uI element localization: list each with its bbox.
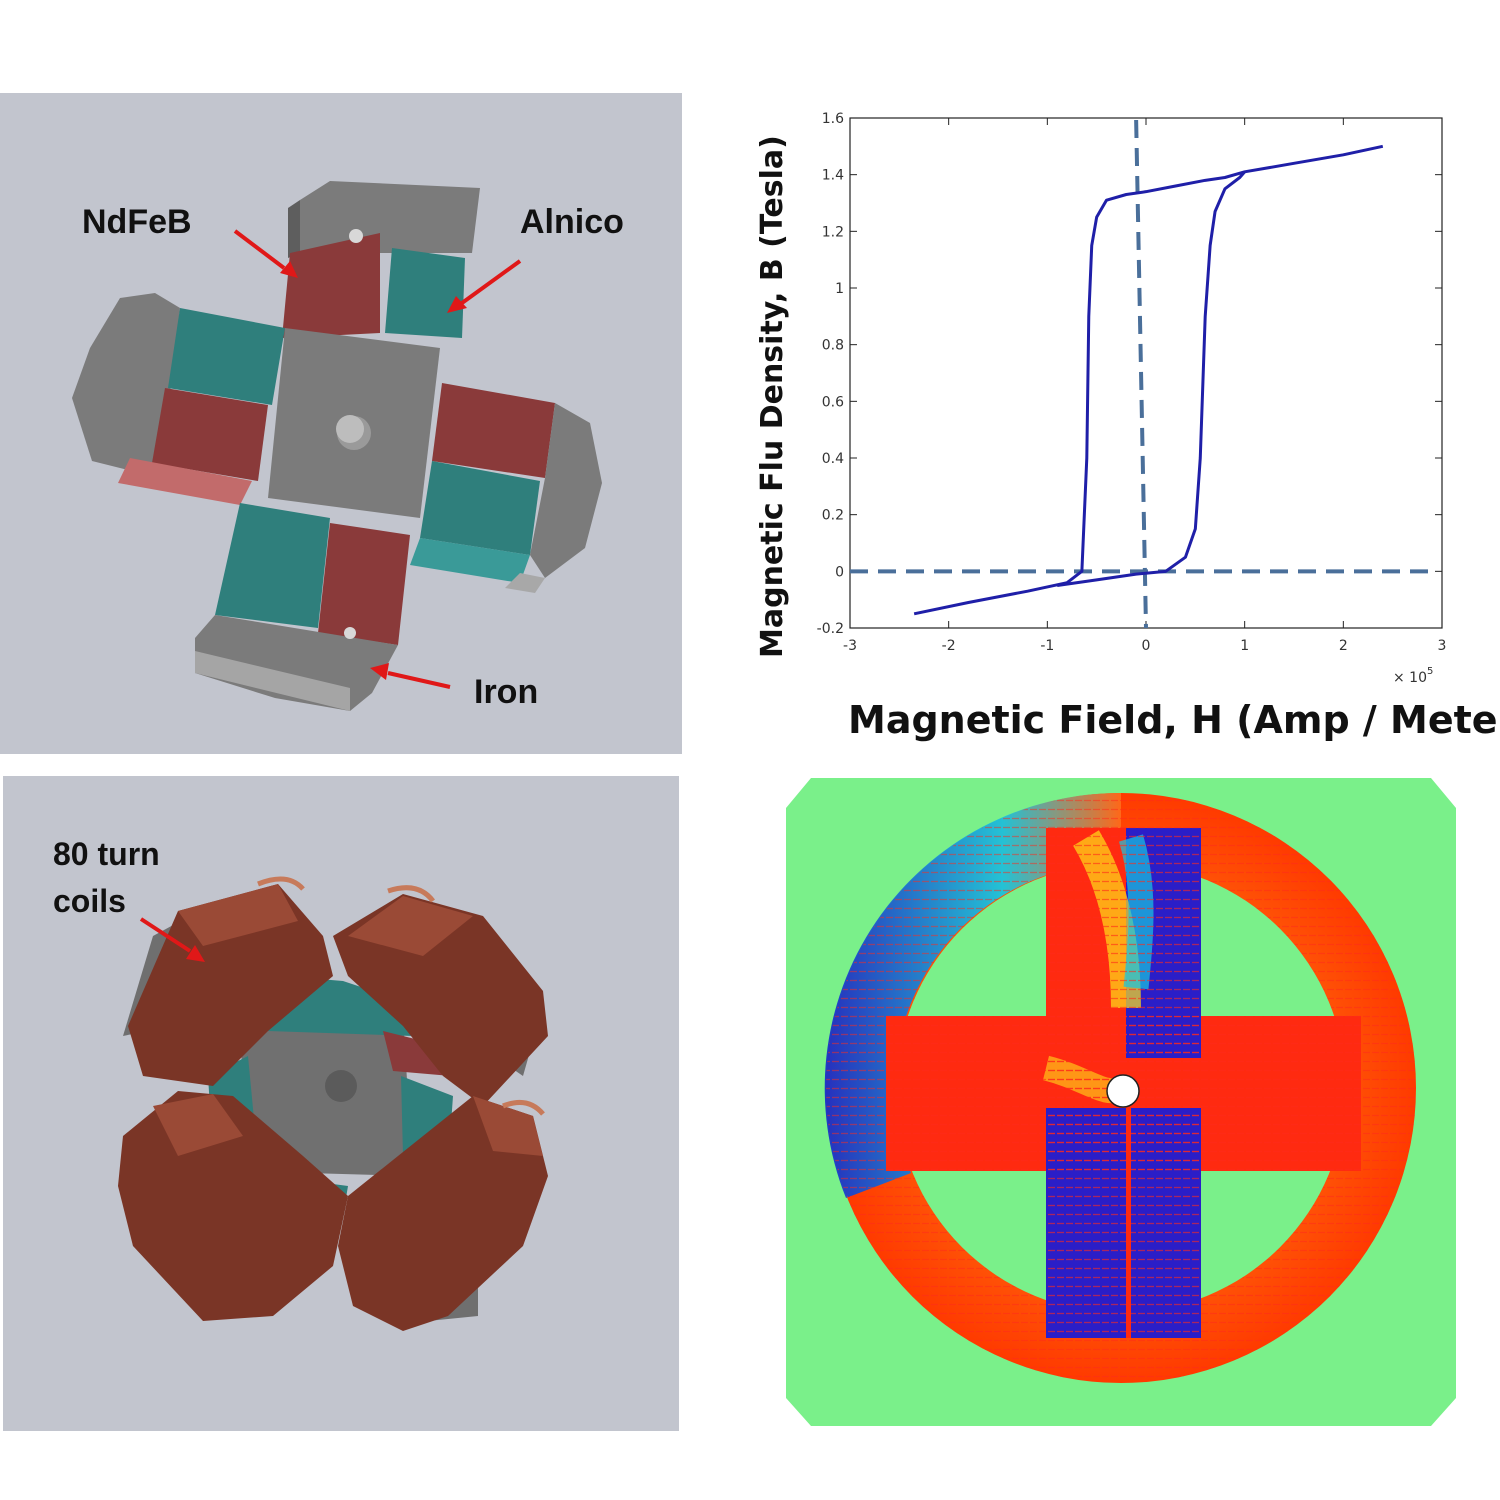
x-tick-label: 0 bbox=[1142, 638, 1151, 654]
rotor-cad-render: NdFeB Alnico Iron bbox=[72, 181, 624, 711]
bh-curve-chart: -0.2 0 0.2 0.4 0.6 0.8 1 1.2 1.4 1.6 -3 -2 -1 0 1 2 3 ×… bbox=[690, 95, 1500, 755]
ndfeb-magnet-left bbox=[152, 388, 268, 481]
alnico-magnet-left bbox=[168, 308, 285, 405]
bh-chart-svg: -0.2 0 0.2 0.4 0.6 0.8 1 1.2 1.4 1.6 -3 -2 -1 0 1 2 3 ×… bbox=[755, 111, 1500, 742]
coils-arrow bbox=[139, 917, 192, 953]
alnico-arrow bbox=[460, 259, 522, 305]
ndfeb-magnet-top bbox=[282, 233, 380, 338]
y-axis-title: Magnetic Flu Density, B (Tesla) bbox=[755, 135, 790, 658]
y-tick-label: 1 bbox=[835, 281, 844, 297]
coil-top-right bbox=[333, 885, 548, 1106]
ndfeb-label: NdFeB bbox=[82, 203, 192, 241]
shaft-hole bbox=[325, 1070, 357, 1102]
coil-top-left bbox=[128, 876, 333, 1086]
iron-pole-left bbox=[72, 293, 180, 478]
cad-rotor-panel: NdFeB Alnico Iron bbox=[0, 93, 682, 754]
y-tick-label: 1.4 bbox=[822, 168, 844, 184]
zero-h-dashed-line bbox=[1134, 119, 1148, 629]
shaft-hole bbox=[1106, 1074, 1140, 1108]
flux-simulation-plot bbox=[786, 778, 1456, 1426]
alnico-magnet-bottom bbox=[215, 503, 330, 628]
iron-arrow bbox=[387, 671, 451, 689]
iron-pole-right bbox=[530, 403, 602, 578]
alnico-magnet-top bbox=[385, 248, 465, 338]
y-tick-label: 0.8 bbox=[822, 338, 844, 354]
y-tick-label: 1.6 bbox=[822, 111, 844, 127]
y-tick-label: 0.4 bbox=[822, 451, 844, 467]
x-multiplier: × 105 bbox=[1393, 666, 1433, 686]
x-tick-label: -1 bbox=[1040, 638, 1054, 654]
x-tick-label: -2 bbox=[942, 638, 956, 654]
coil-bottom-left bbox=[118, 1091, 348, 1321]
iron-hub bbox=[238, 1011, 413, 1176]
field-simulation-panel bbox=[786, 778, 1456, 1426]
x-tick-label: 1 bbox=[1240, 638, 1249, 654]
y-tick-label: 0.2 bbox=[822, 508, 844, 524]
ndfeb-magnet-right bbox=[432, 383, 555, 478]
callout-arrows bbox=[233, 229, 522, 689]
ndfeb-magnet-bottom bbox=[318, 523, 410, 645]
y-tick-label: 1.2 bbox=[822, 224, 844, 240]
y-tick-label: 0 bbox=[835, 564, 844, 580]
ndfeb-arrow bbox=[233, 229, 286, 270]
y-tick-label: 0.6 bbox=[822, 394, 844, 410]
y-ticks: -0.2 0 0.2 0.4 0.6 0.8 1 1.2 1.4 1.6 bbox=[817, 111, 1442, 637]
y-tick-label: -0.2 bbox=[817, 621, 844, 637]
hysteresis-right-branch bbox=[1056, 170, 1246, 587]
hysteresis-loop bbox=[913, 144, 1384, 616]
iron-pole-top bbox=[300, 181, 480, 253]
x-tick-label: 3 bbox=[1438, 638, 1447, 654]
alnico-magnet-right bbox=[420, 461, 540, 555]
x-ticks: -3 -2 -1 0 1 2 3 bbox=[843, 118, 1446, 654]
coils-label-line2: coils bbox=[53, 883, 126, 919]
coils-cad-render: 80 turn coils bbox=[53, 836, 548, 1331]
cad-coils-panel: 80 turn coils bbox=[3, 776, 679, 1431]
alnico-label: Alnico bbox=[520, 203, 624, 241]
iron-label: Iron bbox=[474, 673, 538, 711]
coils-label-line1: 80 turn bbox=[53, 836, 160, 872]
left-arm bbox=[72, 293, 285, 505]
top-arm bbox=[282, 181, 480, 338]
iron-pole-bottom bbox=[195, 615, 398, 711]
cross-rotor bbox=[886, 828, 1361, 1338]
bottom-arm bbox=[195, 503, 410, 711]
coil-bottom-right bbox=[338, 1096, 548, 1331]
right-arm bbox=[410, 383, 602, 593]
x-tick-label: 2 bbox=[1339, 638, 1348, 654]
x-tick-label: -3 bbox=[843, 638, 857, 654]
x-axis-title: Magnetic Field, H (Amp / Meter) bbox=[848, 698, 1500, 742]
